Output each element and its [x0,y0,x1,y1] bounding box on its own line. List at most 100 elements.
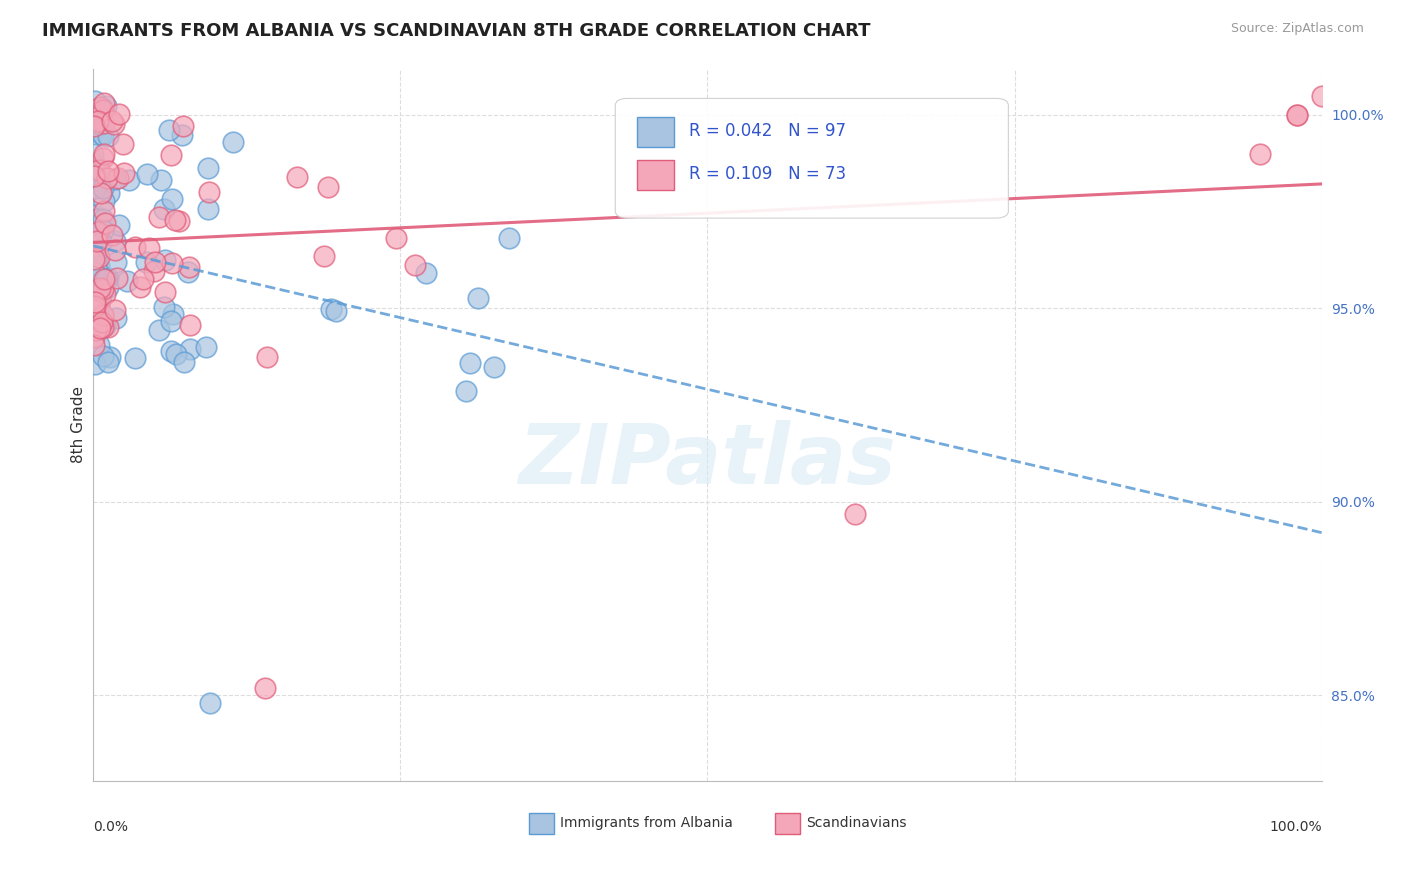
Point [87,250,110,264]
Point [96,99,118,113]
Point [93,272,115,286]
Point [86,211,108,226]
Point [91,103,114,117]
Point [162,307,184,321]
Point [467,291,489,305]
Point [163,212,186,227]
Point [93,194,115,208]
Point [256,351,278,365]
Point [100,114,122,128]
Point [89,117,111,131]
Point [87,259,110,273]
Point [222,135,245,149]
Point [105,271,128,285]
Point [91,151,114,165]
Point [105,310,128,325]
Point [83,302,105,317]
Point [107,107,129,121]
Point [84,357,107,371]
Point [177,265,200,279]
Point [104,254,127,268]
Point [86,261,108,276]
Point [173,355,195,369]
Point [148,323,170,337]
Point [89,176,111,190]
Point [117,173,139,187]
Point [319,302,342,317]
Point [83,111,105,125]
Point [91,212,114,227]
Point [160,192,183,206]
Point [93,95,115,110]
Point [90,173,112,187]
Point [100,350,122,364]
Point [84,323,107,337]
Point [1286,108,1309,122]
Point [142,264,165,278]
Point [404,258,426,272]
Point [316,179,339,194]
Point [82,147,104,161]
Point [254,681,277,695]
Point [83,159,105,173]
Point [97,320,120,334]
Point [86,310,108,325]
Point [124,240,146,254]
Point [94,319,117,334]
Point [1310,88,1333,103]
Point [312,249,335,263]
Point [90,127,112,141]
Point [169,213,191,227]
Point [96,170,118,185]
Point [145,255,167,269]
Point [1286,108,1309,122]
Point [84,299,107,313]
Point [160,256,183,270]
Point [112,137,135,152]
Point [89,318,111,333]
Point [198,696,221,710]
Point [90,235,112,249]
Point [456,384,478,398]
Point [172,120,194,134]
Point [165,347,187,361]
Point [91,223,114,237]
Point [86,320,108,334]
Point [135,255,157,269]
FancyBboxPatch shape [637,160,675,190]
Point [83,208,105,222]
Point [90,316,112,330]
FancyBboxPatch shape [529,813,554,834]
Point [83,119,105,133]
Text: 100.0%: 100.0% [1270,820,1322,834]
Point [149,173,172,187]
Point [98,186,121,200]
Point [83,338,105,352]
Point [89,100,111,114]
Point [91,128,114,142]
Point [82,287,104,301]
Point [91,181,114,195]
Point [91,101,114,115]
Point [83,285,105,300]
Point [96,272,118,286]
Point [91,349,114,363]
Point [94,216,117,230]
Point [179,318,201,332]
Point [91,315,114,329]
Point [94,287,117,301]
Point [91,308,114,322]
Point [87,162,110,177]
Point [197,202,219,217]
Point [89,281,111,295]
Point [131,272,153,286]
Text: Source: ZipAtlas.com: Source: ZipAtlas.com [1230,22,1364,36]
Text: 0.0%: 0.0% [93,820,128,834]
Point [97,128,120,143]
Point [148,210,170,224]
Point [91,282,114,296]
Point [83,163,105,178]
Point [97,164,120,178]
Point [101,228,124,243]
Point [152,202,174,216]
